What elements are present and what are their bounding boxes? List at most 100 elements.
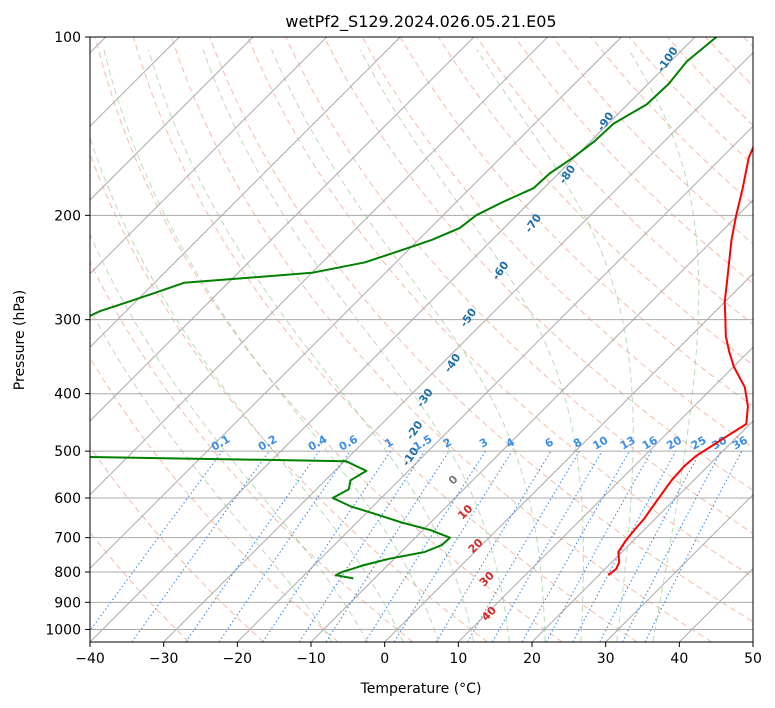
dry-adiabat bbox=[90, 260, 414, 642]
mixing-ratio-label: 6 bbox=[543, 435, 556, 450]
y-tick-label: 100 bbox=[54, 30, 81, 46]
mixing-ratio-label: 8 bbox=[571, 436, 584, 451]
mixing-ratio-label: 13 bbox=[618, 434, 638, 453]
isotherm-line bbox=[90, 37, 622, 570]
dry-adiabat bbox=[743, 37, 753, 48]
mixing-ratio-line bbox=[298, 450, 425, 642]
y-axis-label: Pressure (hPa) bbox=[12, 290, 28, 390]
moist-adiabats bbox=[90, 49, 700, 642]
moist-adiabat bbox=[148, 49, 475, 642]
isotherm-line bbox=[90, 37, 254, 201]
mixing-ratio-line bbox=[644, 450, 743, 642]
dry-adiabat bbox=[90, 152, 488, 642]
isotherm-line bbox=[90, 37, 328, 275]
isotherm-line bbox=[384, 272, 753, 642]
x-tick-label: −30 bbox=[149, 651, 179, 667]
isotherm-label: -90 bbox=[595, 109, 617, 133]
moist-adiabat bbox=[202, 49, 510, 642]
isotherm-line bbox=[531, 420, 753, 642]
isotherm-label: -100 bbox=[654, 44, 681, 74]
y-tick-label: 1000 bbox=[45, 622, 81, 638]
y-tick-label: 300 bbox=[54, 313, 81, 329]
dry-adiabat bbox=[90, 531, 190, 642]
mixing-ratio-label: 0.2 bbox=[256, 433, 279, 454]
y-axis: 100 200 300 400 500 600 700 800 900 1000 bbox=[45, 30, 90, 638]
y-tick-label: 200 bbox=[54, 208, 81, 224]
moist-adiabat bbox=[271, 49, 546, 642]
isotherm-line bbox=[310, 199, 753, 642]
mixing-ratio-label: 0.1 bbox=[209, 433, 232, 454]
mixing-ratio-line bbox=[599, 450, 701, 642]
dry-adiabat bbox=[209, 37, 753, 623]
isotherm-label: 20 bbox=[466, 536, 486, 556]
x-axis: −40 −30 −20 −10 0 10 20 30 40 50 bbox=[75, 642, 762, 667]
dry-adiabat bbox=[285, 37, 753, 535]
isotherm-line bbox=[90, 37, 475, 422]
x-tick-label: −20 bbox=[223, 651, 253, 667]
y-tick-label: 900 bbox=[54, 595, 81, 611]
dry-adiabat bbox=[704, 37, 753, 87]
mixing-ratio-line bbox=[218, 450, 351, 642]
moist-adiabat bbox=[103, 49, 439, 642]
mixing-ratio-line bbox=[325, 450, 450, 642]
isotherm-line bbox=[90, 37, 401, 349]
profiles bbox=[90, 37, 753, 580]
isotherm-line bbox=[752, 641, 753, 642]
temperature-profile bbox=[607, 145, 753, 576]
x-axis-label: Temperature (°C) bbox=[360, 681, 482, 697]
moist-adiabat bbox=[90, 136, 404, 642]
isotherm-label: 0 bbox=[446, 473, 461, 488]
x-tick-label: −10 bbox=[296, 651, 326, 667]
mixing-ratio-label: 16 bbox=[640, 433, 660, 452]
x-tick-label: 50 bbox=[744, 651, 762, 667]
moist-adiabat bbox=[628, 49, 700, 642]
x-tick-label: 40 bbox=[670, 651, 688, 667]
dry-adiabat bbox=[666, 37, 753, 126]
mixing-ratio-line bbox=[185, 450, 320, 642]
mixing-ratio-label: 20 bbox=[664, 433, 684, 452]
y-tick-label: 700 bbox=[54, 531, 81, 547]
isotherm-label: -70 bbox=[522, 211, 544, 235]
isotherm-label: -50 bbox=[457, 306, 479, 330]
isotherm-line bbox=[90, 37, 549, 496]
dry-adiabat bbox=[90, 356, 339, 642]
isotherm-label: -60 bbox=[489, 259, 511, 283]
dry-adiabat bbox=[323, 37, 753, 491]
x-tick-label: −40 bbox=[75, 651, 105, 667]
moist-adiabat bbox=[476, 49, 634, 642]
mixing-ratio-line bbox=[545, 450, 653, 642]
mixing-ratio-label: 10 bbox=[591, 433, 611, 452]
pressure-grid bbox=[90, 37, 753, 630]
chart-title: wetPf2_S129.2024.026.05.21.E05 bbox=[285, 12, 556, 32]
y-tick-label: 500 bbox=[54, 444, 81, 460]
dry-adiabat bbox=[171, 37, 712, 642]
isotherm-line bbox=[236, 125, 753, 642]
isotherm-line bbox=[163, 51, 753, 642]
plot-area: 0.1 0.2 0.4 0.6 1 1.5 2 3 4 6 8 10 13 16 20 25 30 36 -100… bbox=[90, 37, 753, 642]
mixing-ratio-line bbox=[90, 450, 223, 632]
dry-adiabat bbox=[132, 37, 638, 642]
mixing-ratio-label: 0.6 bbox=[337, 432, 361, 453]
x-tick-label: 20 bbox=[523, 651, 541, 667]
mixing-ratio-label: 3 bbox=[477, 436, 490, 451]
y-tick-label: 600 bbox=[54, 491, 81, 507]
moist-adiabat bbox=[90, 308, 333, 642]
y-tick-label: 400 bbox=[54, 387, 81, 403]
plot-frame bbox=[89, 36, 754, 643]
y-tick-label: 800 bbox=[54, 565, 81, 581]
isotherms bbox=[90, 37, 753, 642]
x-tick-label: 30 bbox=[597, 651, 615, 667]
mixing-ratio-line bbox=[521, 450, 630, 642]
dry-adiabat bbox=[90, 446, 264, 642]
mixing-ratio-line bbox=[572, 450, 677, 642]
dry-adiabat bbox=[552, 37, 753, 245]
isotherm-label: -30 bbox=[414, 386, 436, 410]
isotherm-label: 10 bbox=[455, 502, 475, 522]
mixing-ratio-label: 36 bbox=[730, 433, 750, 452]
isotherm-line bbox=[605, 493, 753, 642]
isotherm-line bbox=[457, 346, 753, 642]
mixing-ratio-line bbox=[393, 450, 513, 642]
dewpoint-profile bbox=[90, 37, 718, 580]
mixing-ratio-line bbox=[131, 450, 270, 642]
